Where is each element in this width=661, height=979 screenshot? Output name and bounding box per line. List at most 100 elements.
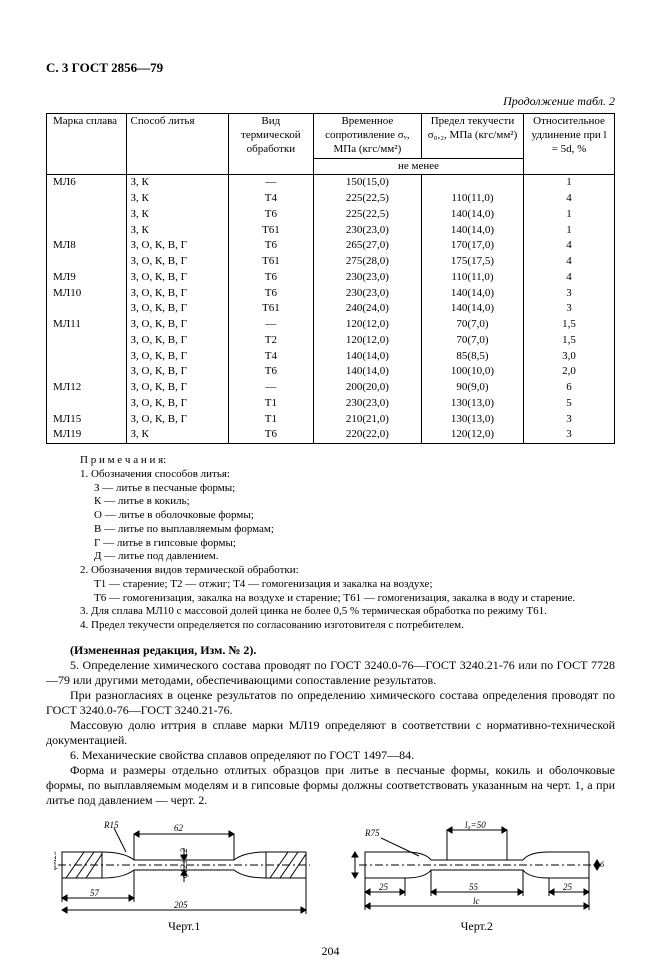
cell: МЛ9 bbox=[47, 270, 127, 286]
dim-phi12: ϕ12±0.2 bbox=[179, 847, 189, 877]
changed-edition: (Измененная редакция, Изм. № 2). bbox=[46, 643, 615, 658]
cell: Т1 bbox=[228, 412, 313, 428]
cell: 110(11,0) bbox=[421, 270, 523, 286]
cell: — bbox=[228, 380, 313, 396]
cell: Т6 bbox=[228, 238, 313, 254]
cell: МЛ11 bbox=[47, 317, 127, 333]
th-yield: Предел текучести σ₀,₂, МПа (кгс/мм²) bbox=[421, 114, 523, 158]
cell: 1,5 bbox=[524, 333, 615, 349]
cell: 4 bbox=[524, 254, 615, 270]
body-text: (Измененная редакция, Изм. № 2). 5. Опре… bbox=[46, 643, 615, 808]
th-sub: не менее bbox=[313, 158, 523, 175]
figure-1: R15 62 ϕ12±0.2 ϕM25 57 205 Черт.1 bbox=[46, 820, 323, 934]
cell: З, О, К, В, Г bbox=[126, 317, 228, 333]
dim-r15: R15 bbox=[103, 820, 119, 830]
cell: 140(14,0) bbox=[421, 207, 523, 223]
cell: 230(23,0) bbox=[313, 270, 421, 286]
cell: Т61 bbox=[228, 301, 313, 317]
cell: З, О, К, В, Г bbox=[126, 286, 228, 302]
table-row: З, О, К, В, ГТ4140(14,0)85(8,5)3,0 bbox=[47, 349, 615, 365]
cell bbox=[47, 207, 127, 223]
cell: Т61 bbox=[228, 223, 313, 239]
cell: 3 bbox=[524, 427, 615, 443]
cell: Т6 bbox=[228, 364, 313, 380]
note-2: 2. Обозначения видов термической обработ… bbox=[80, 564, 615, 578]
cell: Т6 bbox=[228, 286, 313, 302]
cell: 275(28,0) bbox=[313, 254, 421, 270]
cell bbox=[47, 223, 127, 239]
cell: 3,0 bbox=[524, 349, 615, 365]
dim-25a: 25 bbox=[379, 882, 389, 892]
note-1d: В — литье по выплавляемым формам; bbox=[80, 523, 615, 537]
table-body: МЛ6З, К—150(15,0)1З, КТ4225(22,5)110(11,… bbox=[47, 175, 615, 444]
figure-1-label: Черт.1 bbox=[46, 919, 323, 934]
cell bbox=[47, 349, 127, 365]
table-continuation: Продолжение табл. 2 bbox=[46, 94, 615, 109]
cell: 220(22,0) bbox=[313, 427, 421, 443]
para-6a: Форма и размеры отдельно отлитых образцо… bbox=[46, 763, 615, 808]
cell: МЛ8 bbox=[47, 238, 127, 254]
note-2a: Т1 — старение; Т2 — отжиг; Т4 — гомогени… bbox=[80, 578, 615, 592]
cell: 140(14,0) bbox=[313, 364, 421, 380]
cell: 200(20,0) bbox=[313, 380, 421, 396]
cell: МЛ19 bbox=[47, 427, 127, 443]
notes-block: П р и м е ч а н и я: 1. Обозначения спос… bbox=[46, 454, 615, 633]
figure-2: l₀=50 R75 15 6 25 55 25 lc Черт.2 bbox=[339, 820, 616, 934]
note-1e: Г — литье в гипсовые формы; bbox=[80, 537, 615, 551]
cell: 6 bbox=[524, 380, 615, 396]
cell: МЛ10 bbox=[47, 286, 127, 302]
cell: З, О, К, В, Г bbox=[126, 270, 228, 286]
note-2b: Т6 — гомогенизация, закалка на воздухе и… bbox=[80, 592, 615, 606]
cell: 130(13,0) bbox=[421, 396, 523, 412]
table-row: З, О, К, В, ГТ1230(23,0)130(13,0)5 bbox=[47, 396, 615, 412]
cell: 70(7,0) bbox=[421, 317, 523, 333]
cell: З, К bbox=[126, 427, 228, 443]
para-5a: При разногласиях в оценке результатов по… bbox=[46, 688, 615, 718]
cell: З, О, К, В, Г bbox=[126, 380, 228, 396]
cell: 90(9,0) bbox=[421, 380, 523, 396]
table-row: З, О, К, В, ГТ61240(24,0)140(14,0)3 bbox=[47, 301, 615, 317]
cell: МЛ12 bbox=[47, 380, 127, 396]
cell: 110(11,0) bbox=[421, 191, 523, 207]
cell: 5 bbox=[524, 396, 615, 412]
cell: 150(15,0) bbox=[313, 175, 421, 191]
cell: 70(7,0) bbox=[421, 333, 523, 349]
cell: 4 bbox=[524, 191, 615, 207]
table-row: МЛ19З, КТ6220(22,0)120(12,0)3 bbox=[47, 427, 615, 443]
cell bbox=[47, 191, 127, 207]
properties-table: Марка сплава Способ литья Вид термическо… bbox=[46, 113, 615, 444]
note-1f: Д — литье под давлением. bbox=[80, 550, 615, 564]
note-1b: К — литье в кокиль; bbox=[80, 495, 615, 509]
cell: Т61 bbox=[228, 254, 313, 270]
dim-r75: R75 bbox=[364, 828, 380, 838]
figure-2-label: Черт.2 bbox=[339, 919, 616, 934]
cell: 1 bbox=[524, 207, 615, 223]
table-row: МЛ8З, О, К, В, ГТ6265(27,0)170(17,0)4 bbox=[47, 238, 615, 254]
dim-55: 55 bbox=[469, 882, 479, 892]
table-row: З, О, К, В, ГТ2120(12,0)70(7,0)1,5 bbox=[47, 333, 615, 349]
table-row: З, КТ61230(23,0)140(14,0)1 bbox=[47, 223, 615, 239]
cell: 1 bbox=[524, 175, 615, 191]
cell: Т6 bbox=[228, 207, 313, 223]
page-header: С. 3 ГОСТ 2856—79 bbox=[46, 60, 615, 76]
cell: 100(10,0) bbox=[421, 364, 523, 380]
note-3: 3. Для сплава МЛ10 с массовой долей цинк… bbox=[80, 605, 615, 619]
table-row: МЛ10З, О, К, В, ГТ6230(23,0)140(14,0)3 bbox=[47, 286, 615, 302]
cell: 85(8,5) bbox=[421, 349, 523, 365]
cell: 230(23,0) bbox=[313, 396, 421, 412]
cell: 120(12,0) bbox=[313, 333, 421, 349]
cell: З, К bbox=[126, 207, 228, 223]
table-row: МЛ12З, О, К, В, Г—200(20,0)90(9,0)6 bbox=[47, 380, 615, 396]
dim-62: 62 bbox=[174, 823, 184, 833]
cell: 3 bbox=[524, 412, 615, 428]
note-1a: З — литье в песчаные формы; bbox=[80, 482, 615, 496]
th-strength: Временное сопротивление σᵥ, МПа (кгс/мм²… bbox=[313, 114, 421, 158]
cell: 4 bbox=[524, 238, 615, 254]
table-row: МЛ15З, О, К, В, ГТ1210(21,0)130(13,0)3 bbox=[47, 412, 615, 428]
cell: Т4 bbox=[228, 349, 313, 365]
cell: 265(27,0) bbox=[313, 238, 421, 254]
note-1c: О — литье в оболочковые формы; bbox=[80, 509, 615, 523]
table-row: З, КТ6225(22,5)140(14,0)1 bbox=[47, 207, 615, 223]
para-5: 5. Определение химического состава прово… bbox=[46, 658, 615, 688]
cell: 140(14,0) bbox=[421, 301, 523, 317]
